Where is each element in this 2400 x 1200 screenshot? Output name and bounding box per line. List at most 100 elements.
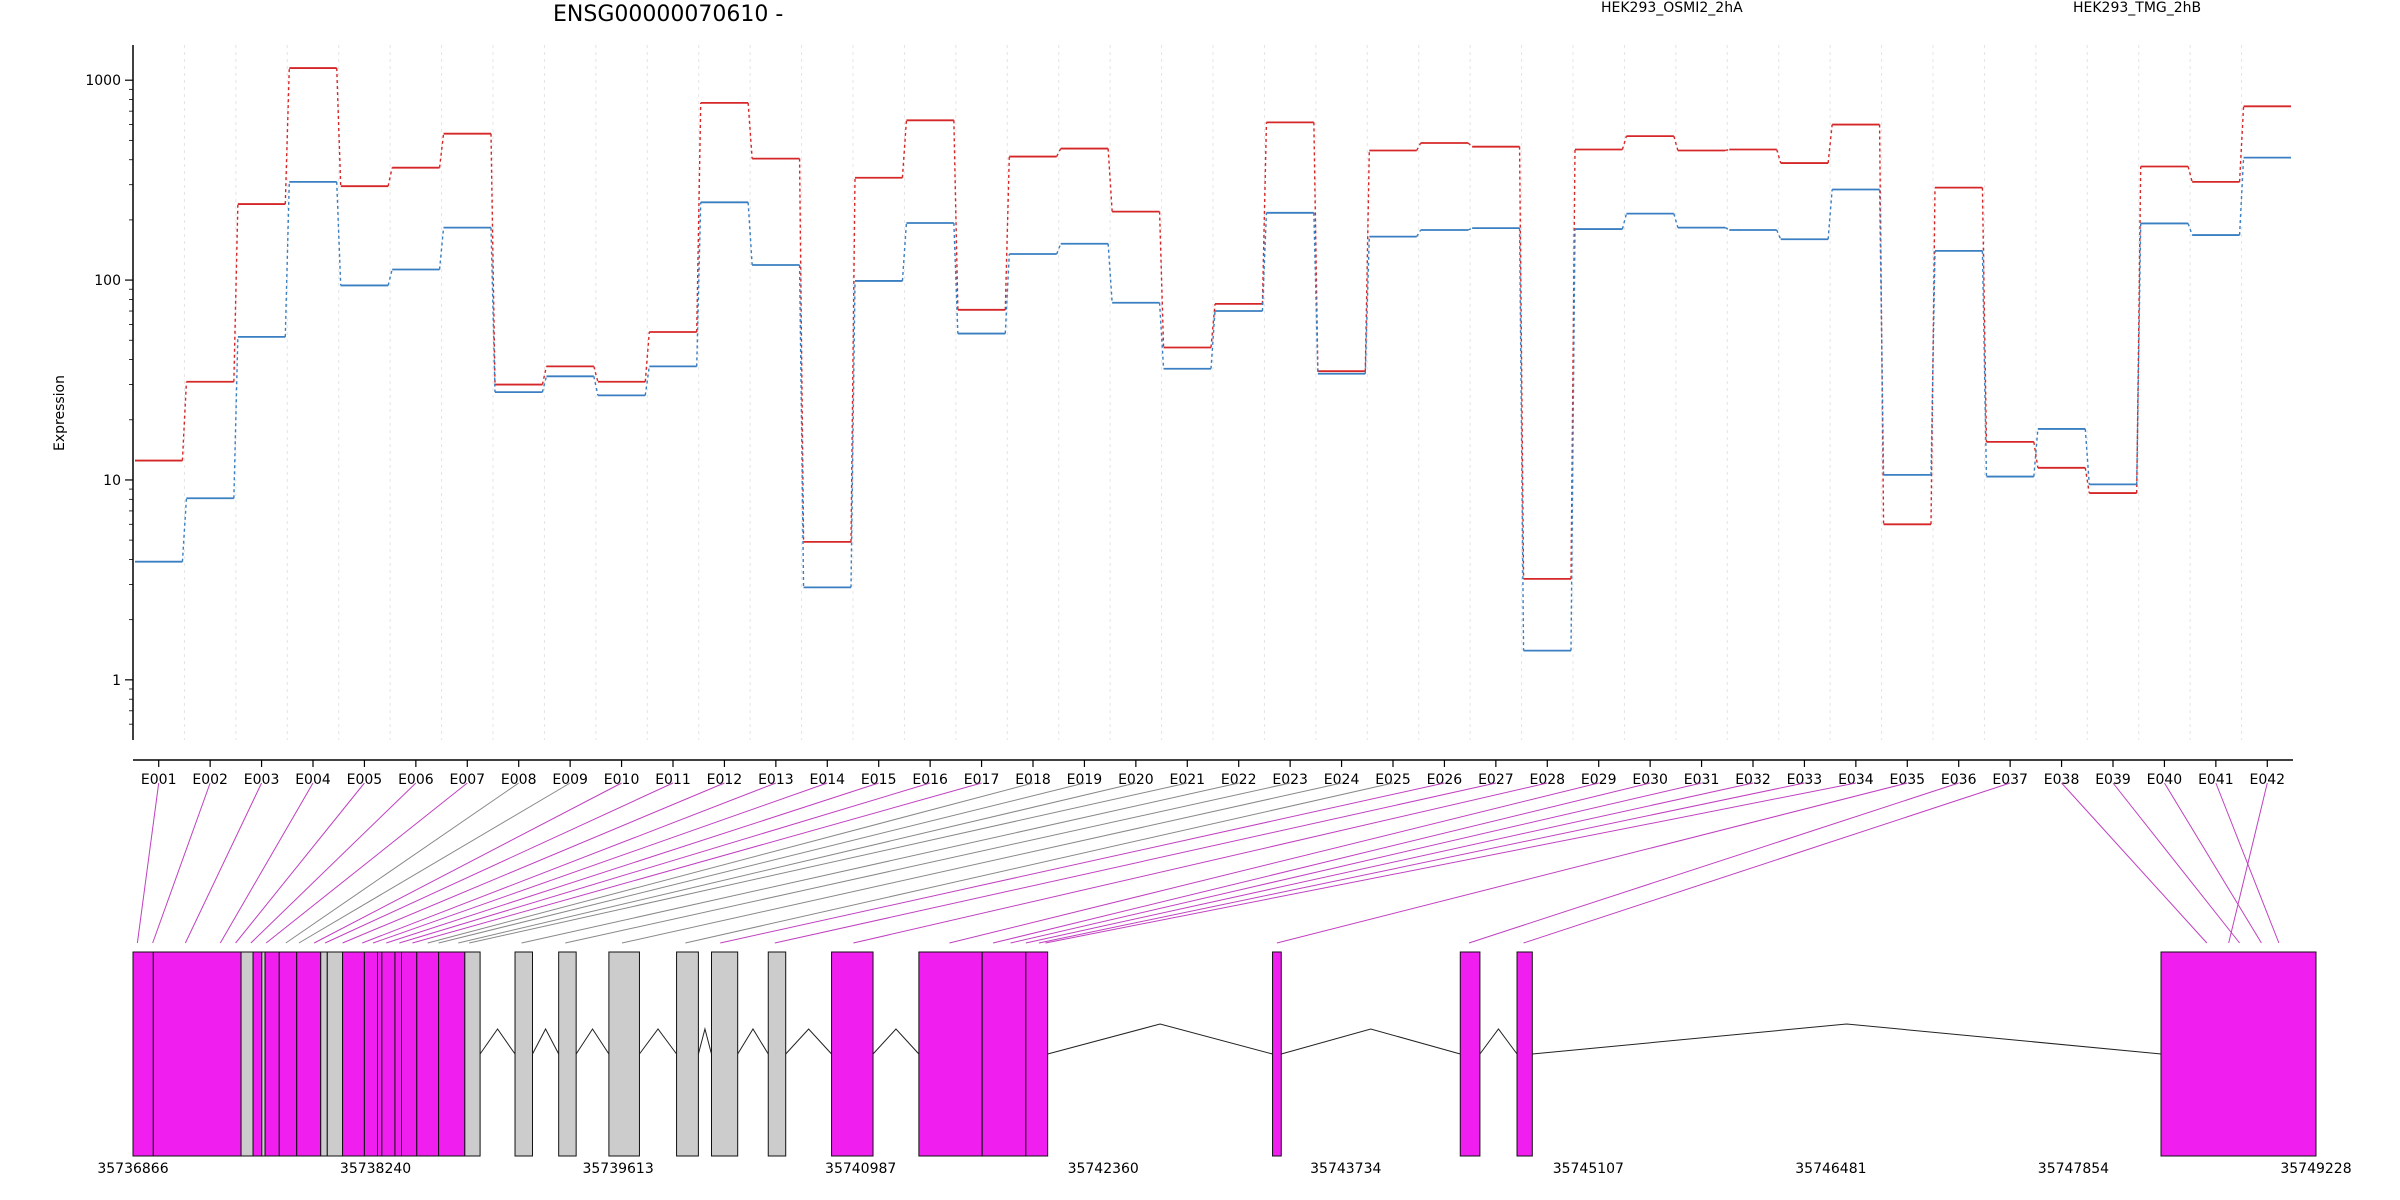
exon-link-line bbox=[521, 782, 1239, 944]
connector bbox=[438, 227, 445, 270]
exon-link-line bbox=[427, 782, 1034, 944]
intron-chevron bbox=[532, 1027, 560, 1055]
connector bbox=[696, 102, 702, 332]
exon-link-line bbox=[412, 782, 982, 944]
exon-link-line bbox=[313, 782, 622, 944]
exon-link-line bbox=[362, 782, 777, 944]
exon-link-line bbox=[2112, 782, 2240, 944]
coordinate-label: 35740987 bbox=[825, 1161, 896, 1177]
exon-link-line bbox=[1010, 782, 1702, 944]
x-tick-label: E006 bbox=[398, 772, 434, 788]
connector bbox=[1261, 212, 1268, 312]
connector bbox=[901, 120, 908, 178]
connector bbox=[387, 167, 393, 187]
exon-link-line bbox=[1468, 782, 1959, 944]
exon-link-line bbox=[250, 782, 417, 944]
exon-link-line bbox=[372, 782, 828, 944]
x-tick-label: E032 bbox=[1735, 772, 1771, 788]
intron-chevron bbox=[1532, 1023, 2162, 1055]
connector bbox=[1673, 135, 1679, 151]
exon-box bbox=[767, 951, 787, 1157]
x-tick-label: E040 bbox=[2147, 772, 2183, 788]
intron-chevron bbox=[575, 1028, 610, 1055]
x-tick-label: E022 bbox=[1221, 772, 1257, 788]
connector bbox=[1673, 213, 1679, 228]
legend-series-tmg: HEK293_TMG_2hB bbox=[2073, 0, 2202, 16]
exon-box bbox=[278, 951, 298, 1157]
x-tick-label: E037 bbox=[1992, 772, 2028, 788]
x-tick-label: E011 bbox=[655, 772, 691, 788]
x-tick-label: E041 bbox=[2198, 772, 2234, 788]
connector bbox=[1004, 156, 1010, 310]
exon-link-line bbox=[152, 782, 211, 944]
exon-box bbox=[320, 951, 328, 1157]
connector bbox=[1364, 236, 1370, 374]
intron-chevron bbox=[872, 1028, 920, 1055]
x-tick-label: E024 bbox=[1324, 772, 1360, 788]
y-tick-label: 100 bbox=[94, 273, 121, 289]
exon-link-line bbox=[285, 782, 519, 944]
exon-box bbox=[381, 951, 396, 1157]
connector bbox=[541, 376, 548, 393]
connector bbox=[798, 158, 805, 542]
x-tick-label: E004 bbox=[295, 772, 331, 788]
connector bbox=[1827, 189, 1833, 240]
connector bbox=[953, 222, 959, 334]
intron-chevron bbox=[1281, 1028, 1461, 1055]
x-tick-label: E014 bbox=[809, 772, 845, 788]
exon-box bbox=[416, 951, 440, 1157]
connector bbox=[1827, 124, 1833, 164]
x-tick-label: E034 bbox=[1838, 772, 1874, 788]
y-tick-label: 1 bbox=[112, 673, 121, 689]
exon-link-line bbox=[2215, 782, 2280, 944]
intron-chevron bbox=[1479, 1028, 1518, 1055]
connector bbox=[181, 381, 188, 461]
exon-box bbox=[1025, 951, 1049, 1157]
connector bbox=[2238, 106, 2245, 182]
exon-link-line bbox=[685, 782, 1394, 944]
exon-link-line bbox=[853, 782, 1548, 944]
coordinate-label: 35738240 bbox=[340, 1161, 411, 1177]
exon-link-line bbox=[298, 782, 571, 944]
connector bbox=[1725, 148, 1730, 152]
connector bbox=[284, 181, 290, 337]
x-tick-label: E027 bbox=[1478, 772, 1514, 788]
connector bbox=[1210, 310, 1216, 369]
exon-link-line bbox=[136, 782, 160, 944]
connector bbox=[2187, 166, 2193, 183]
exon-box bbox=[1272, 951, 1282, 1157]
connector bbox=[1210, 303, 1216, 348]
intron-chevron bbox=[479, 1028, 516, 1055]
exon-box bbox=[438, 951, 466, 1157]
exon-link-line bbox=[2164, 782, 2262, 944]
connector bbox=[1107, 148, 1113, 212]
exon-box bbox=[363, 951, 378, 1157]
exon-link-line bbox=[1523, 782, 2011, 944]
exon-link-line bbox=[1025, 782, 1754, 944]
x-tick-label: E042 bbox=[2249, 772, 2285, 788]
x-tick-label: E015 bbox=[861, 772, 897, 788]
intron-chevron bbox=[1047, 1023, 1273, 1055]
x-tick-label: E003 bbox=[244, 772, 280, 788]
coordinate-label: 35746481 bbox=[1795, 1161, 1866, 1177]
exon-link-line bbox=[949, 782, 1599, 944]
exon-box bbox=[152, 951, 242, 1157]
connector bbox=[181, 498, 188, 562]
coordinate-label: 35747854 bbox=[2038, 1161, 2109, 1177]
exon-box bbox=[676, 951, 699, 1157]
exon-link-line bbox=[219, 782, 314, 944]
x-tick-label: E007 bbox=[449, 772, 485, 788]
x-tick-label: E030 bbox=[1632, 772, 1668, 788]
x-tick-label: E002 bbox=[192, 772, 228, 788]
exon-link-line bbox=[1038, 782, 1805, 944]
connector bbox=[1518, 228, 1525, 651]
connector bbox=[901, 222, 908, 281]
exon-box bbox=[252, 951, 263, 1157]
coordinate-label: 35742360 bbox=[1068, 1161, 1139, 1177]
exon-box bbox=[1516, 951, 1533, 1157]
intron-chevron bbox=[785, 1028, 832, 1055]
connector bbox=[1467, 142, 1473, 148]
x-tick-label: E010 bbox=[604, 772, 640, 788]
x-tick-label: E035 bbox=[1889, 772, 1925, 788]
